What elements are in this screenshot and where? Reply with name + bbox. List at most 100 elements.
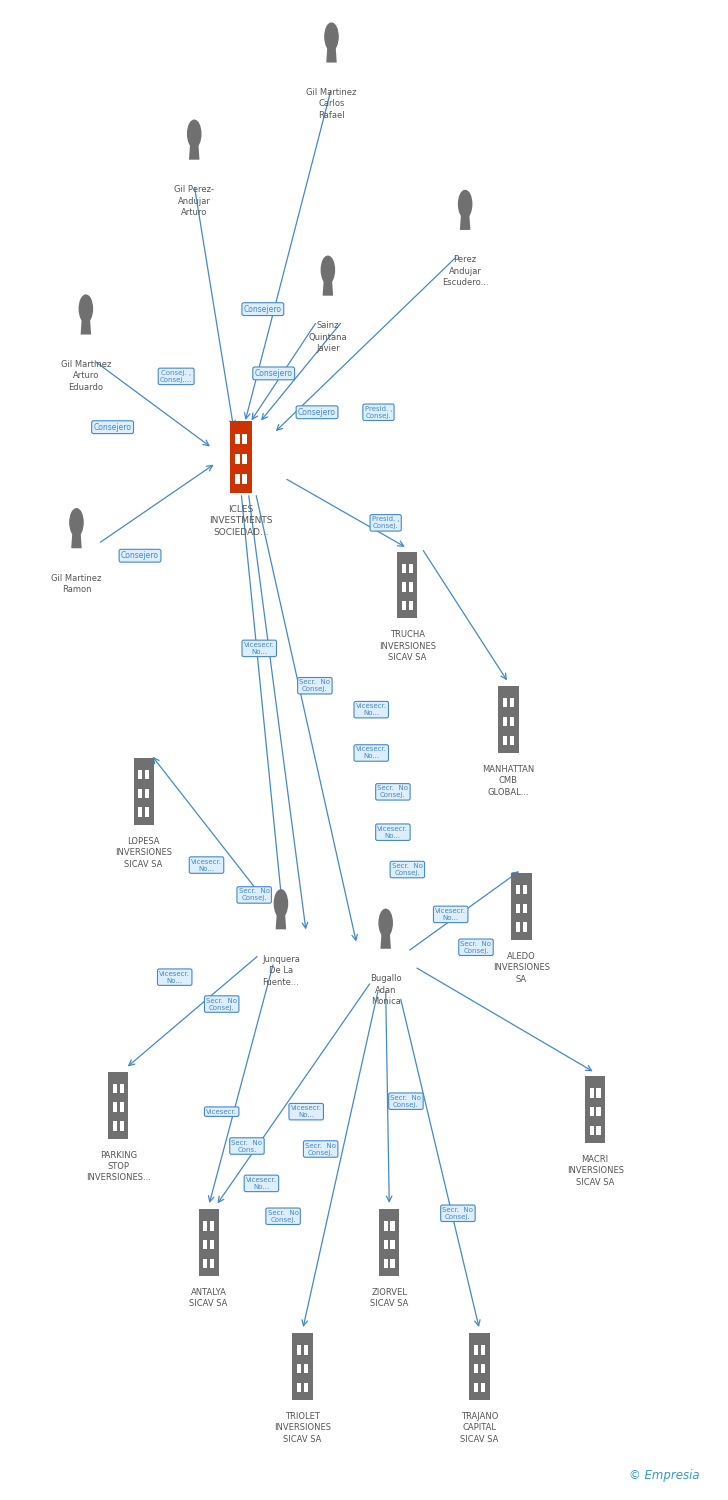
Text: Vicesecr.
No...: Vicesecr. No... bbox=[377, 825, 408, 839]
FancyBboxPatch shape bbox=[523, 885, 527, 894]
FancyBboxPatch shape bbox=[297, 1346, 301, 1354]
Text: Junquera
De La
Fuente...: Junquera De La Fuente... bbox=[262, 954, 300, 987]
Text: Sainz
Quintana
Javier: Sainz Quintana Javier bbox=[309, 321, 347, 352]
FancyBboxPatch shape bbox=[203, 1240, 207, 1250]
FancyBboxPatch shape bbox=[516, 903, 521, 914]
Text: ZIORVEL
SICAV SA: ZIORVEL SICAV SA bbox=[370, 1288, 408, 1308]
Text: Consejero: Consejero bbox=[121, 550, 159, 560]
FancyBboxPatch shape bbox=[119, 1120, 124, 1131]
FancyBboxPatch shape bbox=[384, 1221, 388, 1230]
Text: Secr.  No
Consej.: Secr. No Consej. bbox=[390, 1095, 422, 1107]
FancyBboxPatch shape bbox=[510, 735, 514, 746]
Text: Vicesecr.
No...: Vicesecr. No... bbox=[159, 970, 190, 984]
FancyBboxPatch shape bbox=[113, 1102, 117, 1112]
Circle shape bbox=[188, 120, 201, 147]
Text: Secr.  No
Cons.: Secr. No Cons. bbox=[232, 1140, 263, 1152]
FancyBboxPatch shape bbox=[235, 454, 240, 465]
FancyBboxPatch shape bbox=[511, 873, 531, 940]
Polygon shape bbox=[460, 209, 470, 230]
Text: Bugallo
Adan
Monica: Bugallo Adan Monica bbox=[370, 974, 401, 1006]
FancyBboxPatch shape bbox=[145, 770, 149, 778]
FancyBboxPatch shape bbox=[304, 1346, 308, 1354]
FancyBboxPatch shape bbox=[230, 422, 252, 494]
FancyBboxPatch shape bbox=[119, 1083, 124, 1094]
FancyBboxPatch shape bbox=[119, 1102, 124, 1112]
Text: MANHATTAN
CMB
GLOBAL...: MANHATTAN CMB GLOBAL... bbox=[483, 765, 534, 796]
Text: LOPESA
INVERSIONES
SICAV SA: LOPESA INVERSIONES SICAV SA bbox=[115, 837, 172, 868]
Polygon shape bbox=[189, 140, 199, 159]
Polygon shape bbox=[71, 528, 82, 549]
FancyBboxPatch shape bbox=[138, 789, 143, 798]
Text: Secr.  No
Consej.: Secr. No Consej. bbox=[206, 998, 237, 1011]
FancyBboxPatch shape bbox=[199, 1209, 219, 1276]
FancyBboxPatch shape bbox=[408, 602, 413, 610]
FancyBboxPatch shape bbox=[596, 1088, 601, 1098]
Text: Vicesecr.
No...: Vicesecr. No... bbox=[356, 747, 387, 759]
FancyBboxPatch shape bbox=[242, 433, 248, 444]
Circle shape bbox=[459, 190, 472, 217]
Text: Vicesecr.
No...: Vicesecr. No... bbox=[191, 858, 222, 871]
FancyBboxPatch shape bbox=[590, 1107, 594, 1116]
FancyBboxPatch shape bbox=[503, 698, 507, 708]
Circle shape bbox=[70, 509, 83, 536]
FancyBboxPatch shape bbox=[596, 1125, 601, 1136]
Circle shape bbox=[379, 909, 392, 936]
Text: Secr.  No
Consej.: Secr. No Consej. bbox=[377, 786, 408, 798]
Text: Vicesecr.
No...: Vicesecr. No... bbox=[244, 642, 274, 656]
Polygon shape bbox=[326, 42, 337, 63]
FancyBboxPatch shape bbox=[480, 1383, 486, 1392]
Text: Secr.  No
Consej.: Secr. No Consej. bbox=[443, 1208, 473, 1219]
FancyBboxPatch shape bbox=[585, 1076, 605, 1143]
FancyBboxPatch shape bbox=[503, 735, 507, 746]
Text: © Empresia: © Empresia bbox=[629, 1470, 700, 1482]
FancyBboxPatch shape bbox=[379, 1209, 400, 1276]
Text: Vicesecr.
No...: Vicesecr. No... bbox=[290, 1106, 322, 1118]
FancyBboxPatch shape bbox=[390, 1240, 395, 1250]
Text: Consejero: Consejero bbox=[255, 369, 293, 378]
FancyBboxPatch shape bbox=[297, 1364, 301, 1374]
Text: PARKING
STOP
INVERSIONES...: PARKING STOP INVERSIONES... bbox=[86, 1150, 151, 1182]
Text: TRIOLET
INVERSIONES
SICAV SA: TRIOLET INVERSIONES SICAV SA bbox=[274, 1412, 331, 1444]
Text: Gil Martinez
Arturo
Eduardo: Gil Martinez Arturo Eduardo bbox=[60, 360, 111, 392]
FancyBboxPatch shape bbox=[113, 1083, 117, 1094]
Text: ALEDO
INVERSIONES
SA: ALEDO INVERSIONES SA bbox=[493, 952, 550, 984]
FancyBboxPatch shape bbox=[384, 1240, 388, 1250]
FancyBboxPatch shape bbox=[210, 1258, 214, 1268]
Polygon shape bbox=[81, 314, 91, 334]
FancyBboxPatch shape bbox=[384, 1258, 388, 1268]
Circle shape bbox=[79, 296, 92, 322]
FancyBboxPatch shape bbox=[474, 1364, 478, 1374]
Polygon shape bbox=[381, 928, 391, 950]
Text: Consej. ,
Consej....: Consej. , Consej.... bbox=[160, 370, 192, 382]
Text: Secr.  No
Consej.: Secr. No Consej. bbox=[461, 940, 491, 954]
FancyBboxPatch shape bbox=[516, 885, 521, 894]
FancyBboxPatch shape bbox=[397, 552, 417, 618]
FancyBboxPatch shape bbox=[145, 807, 149, 816]
Text: MACRI
INVERSIONES
SICAV SA: MACRI INVERSIONES SICAV SA bbox=[566, 1155, 624, 1186]
Text: Consejero: Consejero bbox=[94, 423, 132, 432]
FancyBboxPatch shape bbox=[408, 582, 413, 591]
FancyBboxPatch shape bbox=[297, 1383, 301, 1392]
Text: TRUCHA
INVERSIONES
SICAV SA: TRUCHA INVERSIONES SICAV SA bbox=[379, 630, 436, 663]
FancyBboxPatch shape bbox=[402, 602, 406, 610]
FancyBboxPatch shape bbox=[480, 1364, 486, 1374]
Text: Gil Perez-
Andujar
Arturo: Gil Perez- Andujar Arturo bbox=[174, 184, 214, 218]
FancyBboxPatch shape bbox=[235, 433, 240, 444]
FancyBboxPatch shape bbox=[242, 474, 248, 484]
FancyBboxPatch shape bbox=[108, 1071, 128, 1138]
Text: Gil Martinez
Ramon: Gil Martinez Ramon bbox=[51, 573, 102, 594]
FancyBboxPatch shape bbox=[203, 1221, 207, 1230]
Text: Vicesecr.
No...: Vicesecr. No... bbox=[435, 908, 466, 921]
FancyBboxPatch shape bbox=[503, 717, 507, 726]
FancyBboxPatch shape bbox=[523, 922, 527, 932]
FancyBboxPatch shape bbox=[210, 1221, 214, 1230]
Polygon shape bbox=[276, 909, 286, 930]
FancyBboxPatch shape bbox=[474, 1346, 478, 1354]
Text: Secr.  No
Consej.: Secr. No Consej. bbox=[305, 1143, 336, 1155]
FancyBboxPatch shape bbox=[242, 454, 248, 465]
FancyBboxPatch shape bbox=[390, 1221, 395, 1230]
FancyBboxPatch shape bbox=[510, 717, 514, 726]
FancyBboxPatch shape bbox=[133, 758, 154, 825]
Text: TRAJANO
CAPITAL
SICAV SA: TRAJANO CAPITAL SICAV SA bbox=[460, 1412, 499, 1444]
FancyBboxPatch shape bbox=[113, 1120, 117, 1131]
